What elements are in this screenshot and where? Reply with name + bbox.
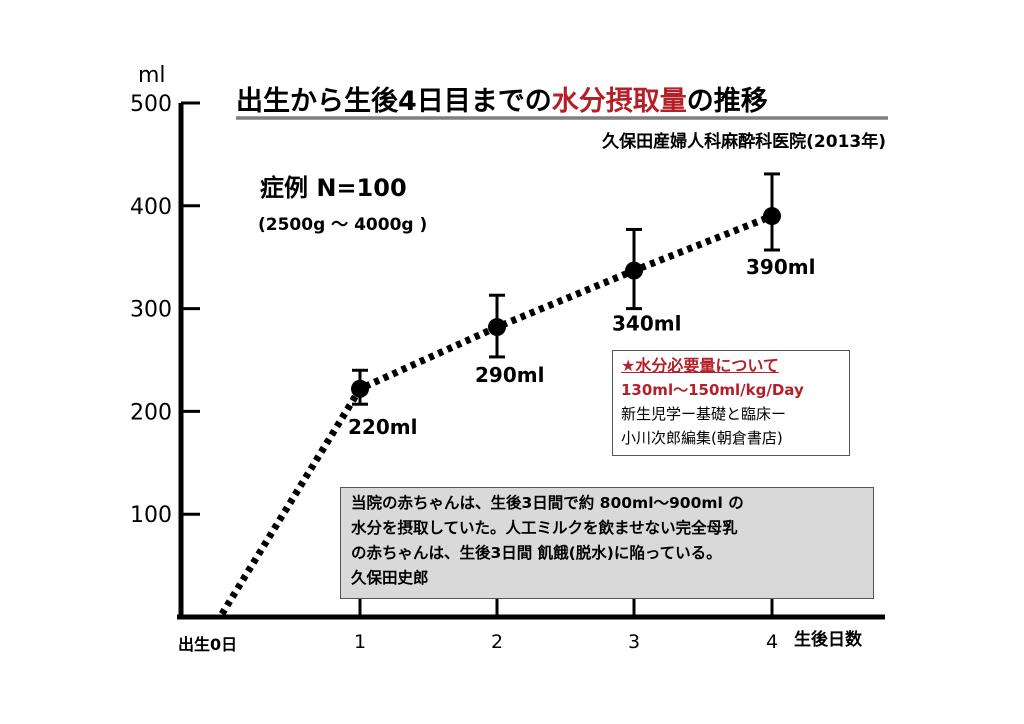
info-line-1: 新生児学ー基礎と臨床ー bbox=[621, 405, 787, 423]
note-line-3: の赤ちゃんは、生後3日間 飢餓(脱水)に陥っている。 bbox=[351, 544, 722, 562]
data-point-day-3 bbox=[625, 261, 643, 280]
data-point-day-1 bbox=[351, 379, 369, 398]
x-axis-label: 生後日数 bbox=[794, 629, 863, 650]
title-post: の推移 bbox=[687, 86, 768, 117]
data-points bbox=[351, 207, 781, 398]
data-label-day-2: 290ml bbox=[475, 363, 544, 387]
data-labels: 220ml 290ml 340ml 390ml bbox=[348, 255, 815, 439]
info-rate: 130ml〜150ml/kg/Day bbox=[621, 381, 804, 399]
y-ticks: 100 200 300 400 500 bbox=[130, 92, 200, 528]
title-pre: 出生から生後4日目までの bbox=[236, 86, 552, 117]
y-tick-label-300: 300 bbox=[130, 298, 172, 323]
x-tick-label-1: 1 bbox=[354, 631, 366, 653]
note-line-2: 水分を摂取していた。人工ミルクを飲ませない完全母乳 bbox=[351, 519, 738, 537]
note-line-1: 当院の赤ちゃんは、生後3日間で約 800ml〜900ml の bbox=[351, 494, 744, 512]
y-tick-label-400: 400 bbox=[130, 195, 172, 220]
y-tick-label-500: 500 bbox=[130, 92, 172, 117]
info-line-2: 小川次郎編集(朝倉書店) bbox=[621, 429, 783, 447]
y-tick-label-200: 200 bbox=[130, 400, 172, 425]
y-tick-label-100: 100 bbox=[130, 503, 172, 528]
x-tick-label-2: 2 bbox=[491, 631, 503, 653]
clinic-note-box: 当院の赤ちゃんは、生後3日間で約 800ml〜900ml の 水分を摂取していた… bbox=[340, 487, 874, 599]
data-point-day-4 bbox=[763, 207, 781, 226]
chart-subtitle: 久保田産婦人科麻酔科医院(2013年) bbox=[602, 131, 886, 152]
chart-title: 出生から生後4日目までの水分摂取量の推移 bbox=[236, 86, 768, 117]
data-label-day-1: 220ml bbox=[348, 415, 417, 439]
data-point-day-2 bbox=[488, 318, 506, 337]
water-requirement-box: ★水分必要量について 130ml〜150ml/kg/Day 新生児学ー基礎と臨床… bbox=[612, 350, 850, 456]
x-ticks: 1 2 3 4 bbox=[354, 598, 778, 653]
x-tick-label-3: 3 bbox=[628, 631, 640, 653]
data-label-day-3: 340ml bbox=[612, 312, 681, 336]
info-heading: ★水分必要量について bbox=[621, 356, 779, 375]
y-axis-label: ml bbox=[138, 63, 166, 88]
case-label: 症例 N=100 bbox=[260, 174, 407, 202]
data-label-day-4: 390ml bbox=[746, 255, 815, 279]
title-highlight: 水分摂取量 bbox=[552, 86, 687, 117]
note-line-4: 久保田史郎 bbox=[351, 569, 429, 587]
case-range: (2500g 〜 4000g ) bbox=[258, 215, 427, 235]
x-origin-label: 出生0日 bbox=[178, 635, 237, 654]
x-tick-label-4: 4 bbox=[766, 631, 778, 653]
